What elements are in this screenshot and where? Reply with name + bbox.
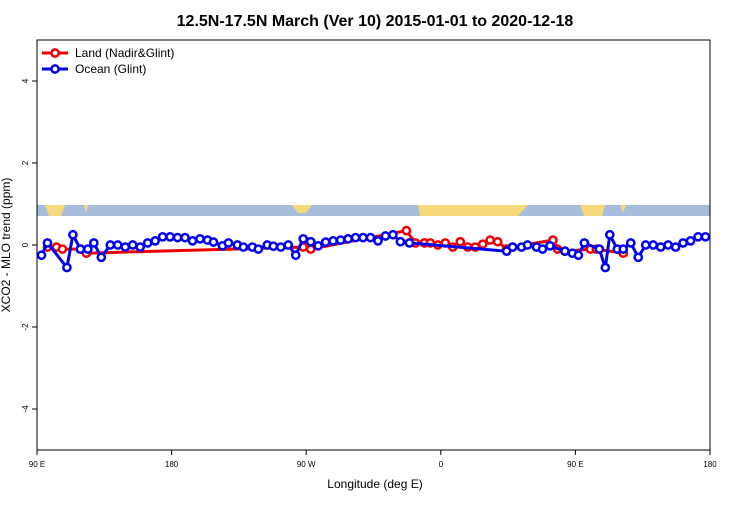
- legend-label: Land (Nadir&Glint): [75, 46, 174, 60]
- point: [350, 232, 361, 243]
- legend-marker: [50, 48, 60, 58]
- point: [560, 246, 570, 256]
- chart-title: 12.5N-17.5N March (Ver 10) 2015-01-01 to…: [177, 13, 574, 30]
- point: [68, 229, 78, 240]
- map-strip: [37, 205, 710, 216]
- point: [42, 238, 53, 248]
- point: [401, 225, 412, 236]
- point: [82, 244, 93, 254]
- point: [343, 234, 353, 244]
- point: [36, 250, 47, 261]
- point: [685, 236, 696, 246]
- point: [365, 232, 376, 243]
- point: [537, 244, 548, 254]
- point: [678, 238, 688, 248]
- point: [96, 252, 107, 263]
- plot-frame: [36, 39, 711, 451]
- point: [313, 240, 324, 251]
- point: [573, 250, 584, 261]
- point: [157, 231, 168, 242]
- point: [388, 229, 398, 240]
- point: [223, 238, 234, 248]
- point: [328, 236, 338, 246]
- point: [625, 238, 636, 248]
- point: [455, 236, 466, 247]
- point: [135, 242, 146, 252]
- point: [633, 252, 644, 263]
- y-tick-label: 0: [21, 242, 30, 247]
- point: [373, 236, 383, 246]
- point: [358, 232, 368, 243]
- point: [305, 236, 316, 247]
- point: [180, 232, 190, 243]
- x-tick-label: 180: [703, 460, 717, 469]
- point: [105, 240, 116, 250]
- point: [700, 231, 711, 242]
- point: [477, 239, 488, 250]
- point: [88, 238, 99, 248]
- point: [62, 262, 72, 273]
- point: [579, 238, 590, 248]
- point: [492, 236, 503, 247]
- point: [618, 244, 629, 254]
- point: [395, 236, 406, 247]
- x-tick-label: 180: [165, 460, 179, 469]
- point: [238, 242, 249, 252]
- point: [693, 231, 703, 242]
- y-tick-label: -2: [21, 323, 30, 331]
- y-tick-label: 4: [21, 78, 30, 83]
- legend-label: Ocean (Glint): [75, 62, 146, 76]
- x-tick-label: 90 W: [297, 460, 316, 469]
- point: [655, 242, 666, 252]
- point: [120, 242, 131, 252]
- point: [404, 238, 415, 248]
- point: [600, 262, 611, 273]
- point: [75, 244, 86, 254]
- point: [142, 238, 153, 248]
- point: [150, 236, 160, 246]
- point: [208, 237, 219, 247]
- legend-marker: [50, 64, 60, 74]
- point: [640, 240, 651, 250]
- point: [335, 235, 346, 245]
- point: [283, 240, 294, 250]
- point: [648, 240, 659, 250]
- point: [112, 240, 123, 250]
- x-tick-label: 90 E: [29, 460, 45, 469]
- point: [663, 240, 673, 250]
- point: [187, 236, 198, 246]
- point: [594, 244, 605, 254]
- point: [268, 241, 279, 252]
- point: [127, 240, 138, 250]
- y-tick-label: 2: [21, 160, 30, 165]
- y-tick-label: -4: [21, 405, 30, 413]
- point: [253, 244, 264, 254]
- x-tick-label: 0: [439, 460, 444, 469]
- point: [545, 240, 555, 251]
- point: [165, 231, 175, 242]
- point: [380, 231, 391, 241]
- point: [320, 237, 331, 247]
- point: [172, 232, 183, 243]
- point: [195, 234, 205, 244]
- point: [507, 242, 518, 252]
- x-tick-label: 90 E: [567, 460, 583, 469]
- point: [275, 242, 286, 252]
- point: [290, 250, 301, 261]
- y-axis-label: XCO2 - MLO trend (ppm): [0, 178, 13, 313]
- point: [522, 240, 533, 250]
- x-axis-label: Longitude (deg E): [327, 477, 422, 491]
- point: [57, 244, 68, 254]
- point: [485, 235, 496, 245]
- point: [670, 242, 681, 252]
- point: [604, 229, 615, 240]
- point: [298, 234, 309, 244]
- point: [305, 244, 316, 254]
